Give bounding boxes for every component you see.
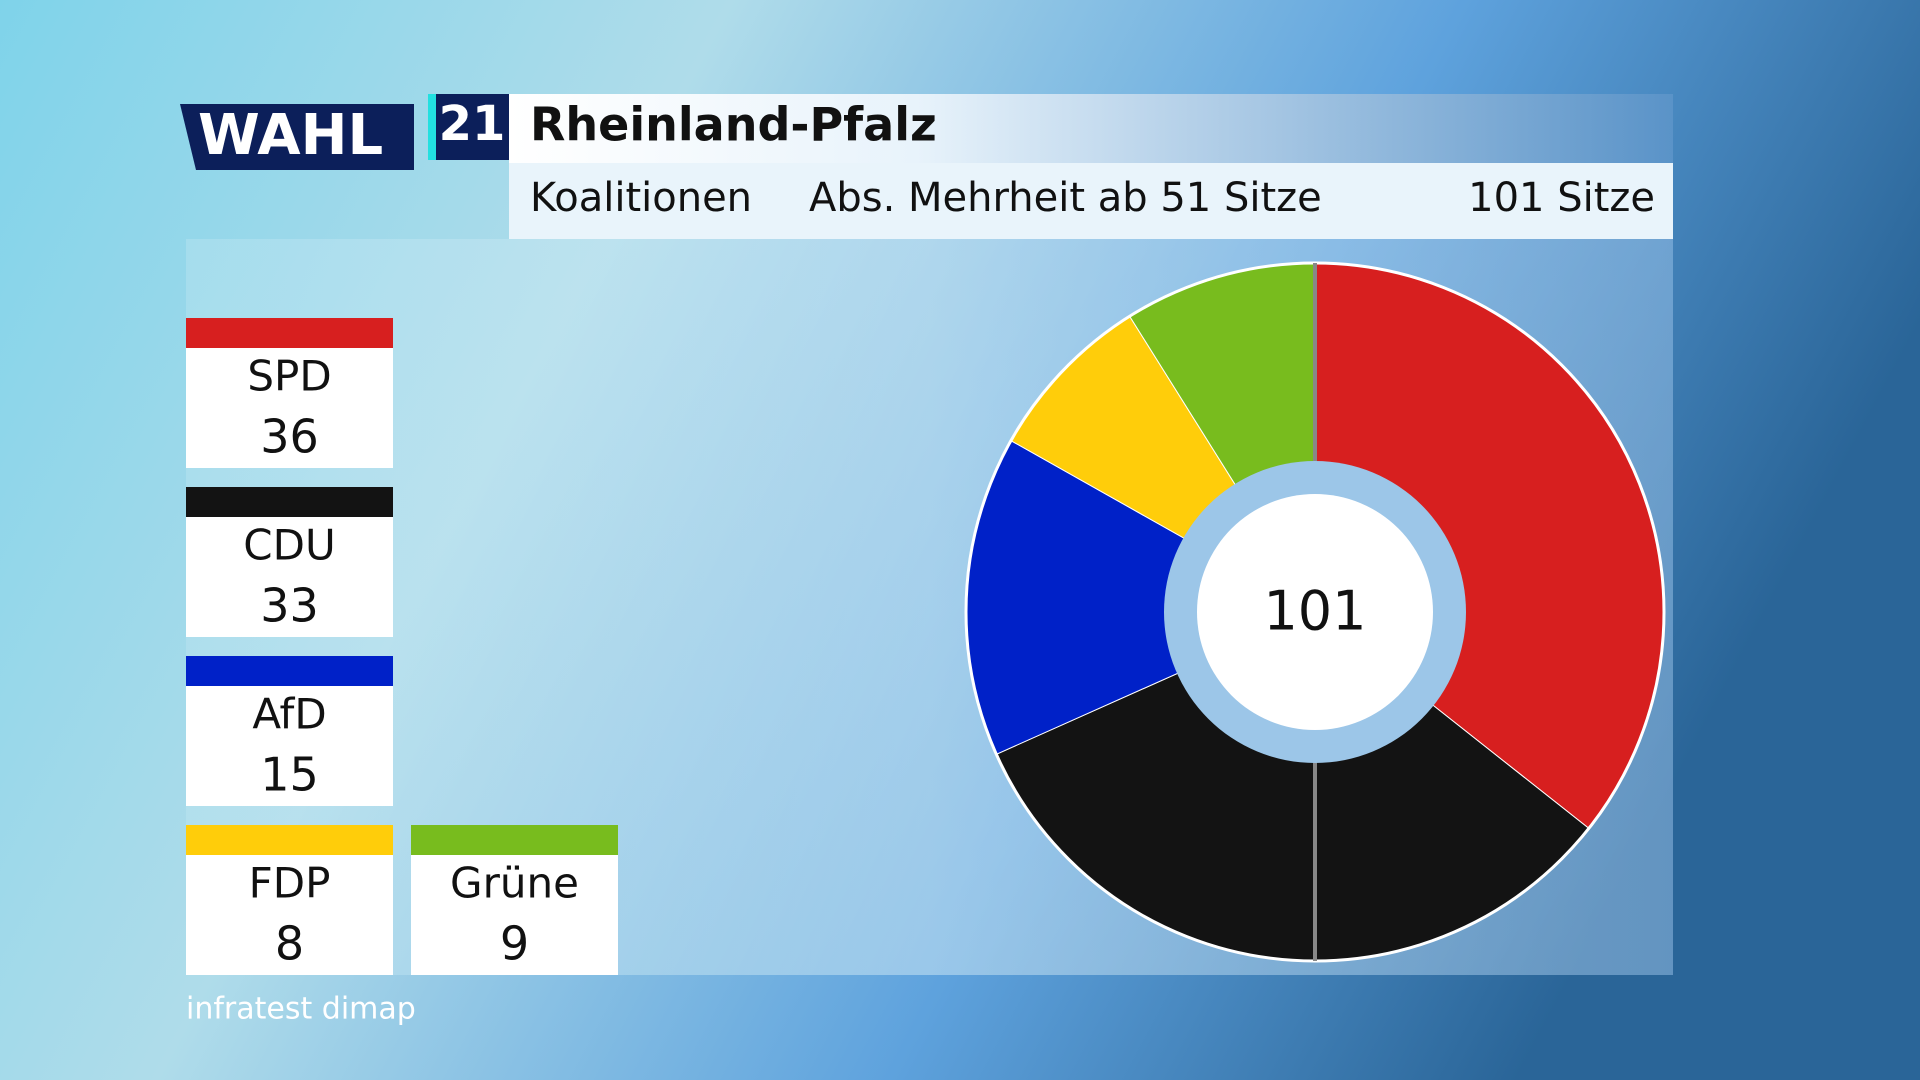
legend-value: 33 [260, 579, 319, 633]
subtitle-band [509, 163, 1673, 239]
legend-name: AfD [252, 690, 326, 739]
legend-box [186, 517, 393, 637]
source: infratest dimap [186, 992, 416, 1027]
logo: WAHL [198, 103, 383, 168]
title-band [509, 94, 1673, 163]
legend-value: 36 [260, 410, 319, 464]
legend-swatch [186, 318, 393, 348]
inner-disc [1197, 494, 1433, 730]
legend-name: Grüne [450, 859, 579, 908]
legend-name: SPD [247, 352, 331, 401]
legend-swatch [186, 825, 393, 855]
title: Rheinland-Pfalz [530, 98, 937, 152]
legend-name: CDU [243, 521, 335, 570]
majority: Abs. Mehrheit ab 51 Sitze [809, 175, 1322, 221]
legend-box [186, 686, 393, 806]
legend-value: 8 [275, 917, 304, 971]
total: 101 [1263, 580, 1366, 643]
legend-name: FDP [249, 859, 331, 908]
legend-swatch [186, 487, 393, 517]
legend-swatch [411, 825, 618, 855]
logo-box [180, 104, 414, 170]
legend-box [186, 855, 393, 975]
legend-value: 9 [500, 917, 529, 971]
legend-box [186, 348, 393, 468]
seats: 101 Sitze [1468, 175, 1655, 221]
year-box [436, 94, 509, 160]
legend-box [411, 855, 618, 975]
year: 21 [439, 96, 506, 152]
subtitle: Koalitionen [530, 175, 752, 221]
legend-swatch [186, 656, 393, 686]
legend-value: 15 [260, 748, 319, 802]
